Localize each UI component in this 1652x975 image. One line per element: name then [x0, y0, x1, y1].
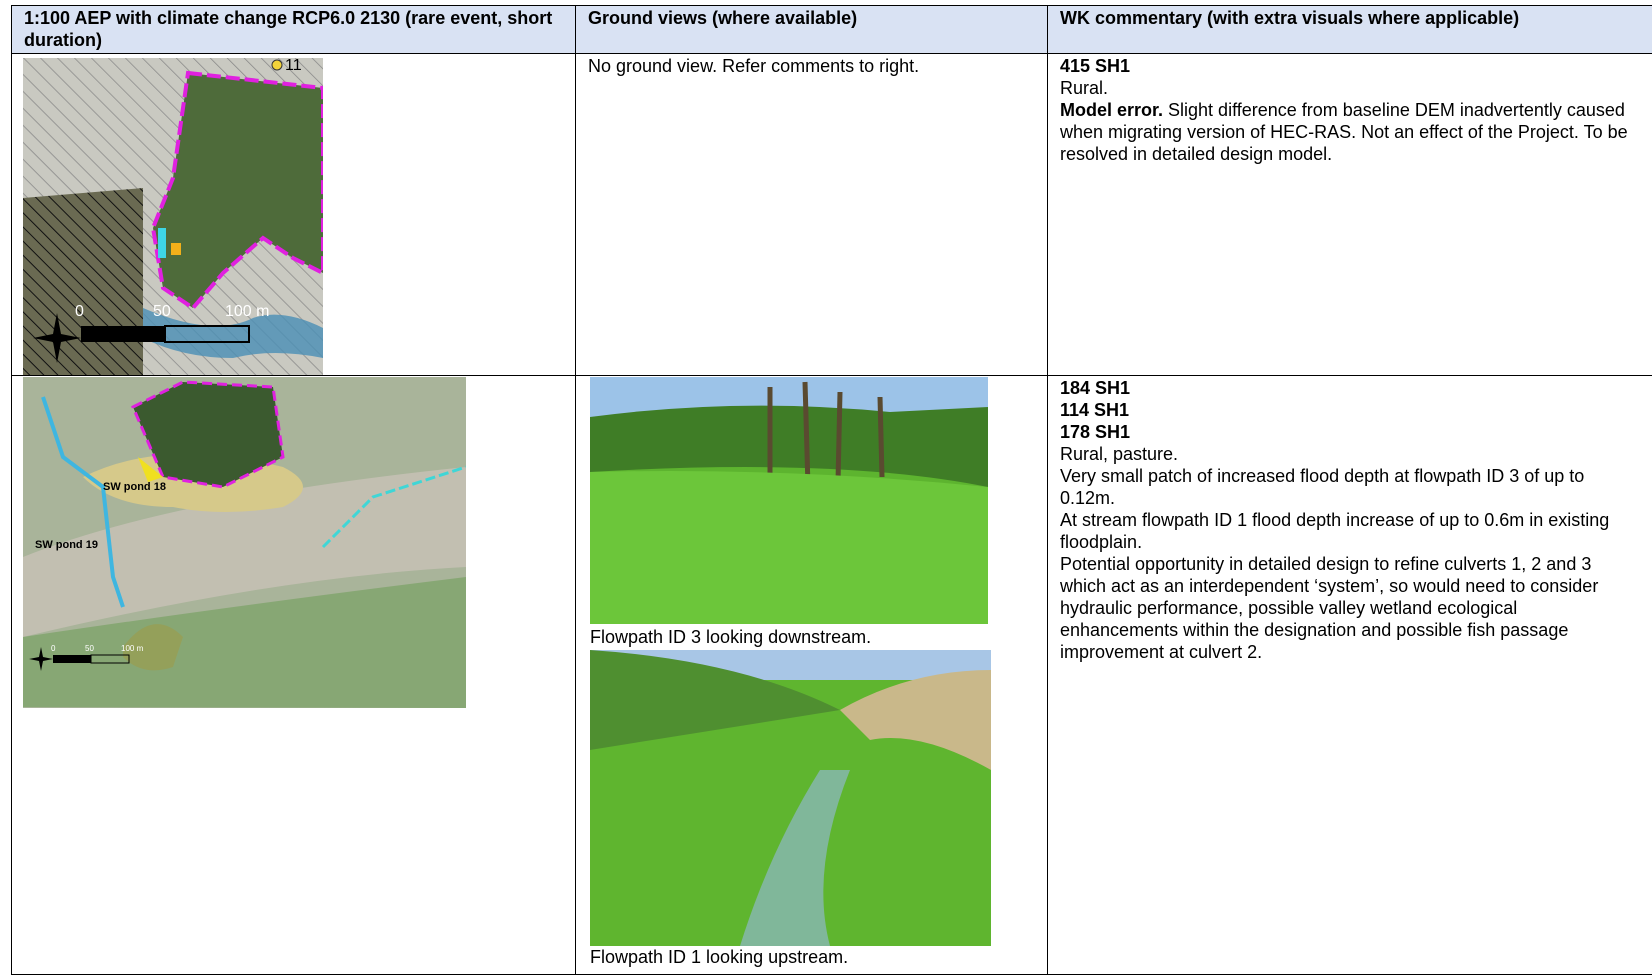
map-label: 100 m	[121, 644, 144, 653]
photo	[590, 377, 988, 624]
commentary-text: 114 SH1	[1060, 400, 1130, 420]
map-label: 50	[85, 644, 94, 653]
map-image: SW pond 18 SW pond 19 0 50 100 m	[23, 377, 466, 708]
map-label: 100 m	[225, 303, 269, 320]
commentary-text: Model error.	[1060, 100, 1164, 120]
commentary-text: Rural.	[1060, 78, 1109, 98]
commentary-line: 415 SH1	[1060, 55, 1640, 77]
commentary-text: 415 SH1	[1060, 56, 1131, 76]
commentary-line: 184 SH1	[1060, 377, 1640, 399]
map-label: SW pond 19	[35, 539, 98, 551]
map-image: 11 0 50 100 m	[23, 58, 323, 375]
commentary-line: Rural.	[1060, 77, 1640, 99]
commentary-line: 114 SH1	[1060, 399, 1640, 421]
commentary-text: At stream flowpath ID 1 flood depth incr…	[1060, 510, 1610, 552]
map-label: 50	[153, 303, 171, 320]
commentary-text: 184 SH1	[1060, 378, 1131, 398]
commentary-line: Rural, pasture.	[1060, 443, 1640, 465]
ground-text: No ground view. Refer comments to right.	[588, 56, 920, 76]
commentary-line: Very small patch of increased flood dept…	[1060, 465, 1640, 509]
commentary-text: Very small patch of increased flood dept…	[1060, 466, 1585, 508]
commentary-line: At stream flowpath ID 1 flood depth incr…	[1060, 509, 1640, 553]
commentary-cell: 415 SH1 Rural. Model error. Slight differe…	[1047, 53, 1652, 376]
map-label: 0	[51, 644, 56, 653]
header-cell: WK commentary (with extra visuals where …	[1047, 5, 1652, 54]
map-label: SW pond 18	[103, 481, 166, 493]
commentary-text: Slight difference from baseline DEM inad…	[1060, 100, 1628, 164]
photo	[590, 650, 991, 946]
ground-cell: No ground view. Refer comments to right.	[575, 53, 1048, 376]
commentary-line: Model error. Slight difference from base…	[1060, 99, 1640, 165]
photo-caption: Flowpath ID 1 looking upstream.	[590, 947, 849, 967]
map-label: 0	[75, 303, 84, 320]
header-cell: Ground views (where available)	[575, 5, 1048, 54]
map-label: 11	[285, 58, 302, 74]
commentary-line: 178 SH1	[1060, 421, 1640, 443]
commentary-text: 178 SH1	[1060, 422, 1131, 442]
commentary-line: Potential opportunity in detailed design…	[1060, 553, 1640, 663]
commentary-cell: 184 SH1 114 SH1 178 SH1 Rural, pasture. Very…	[1047, 375, 1652, 975]
commentary-text: Potential opportunity in detailed design…	[1060, 554, 1599, 662]
commentary-text: Rural, pasture.	[1060, 444, 1179, 464]
photo-caption: Flowpath ID 3 looking downstream.	[590, 627, 872, 647]
header-cell: 1:100 AEP with climate change RCP6.0 213…	[11, 5, 576, 54]
